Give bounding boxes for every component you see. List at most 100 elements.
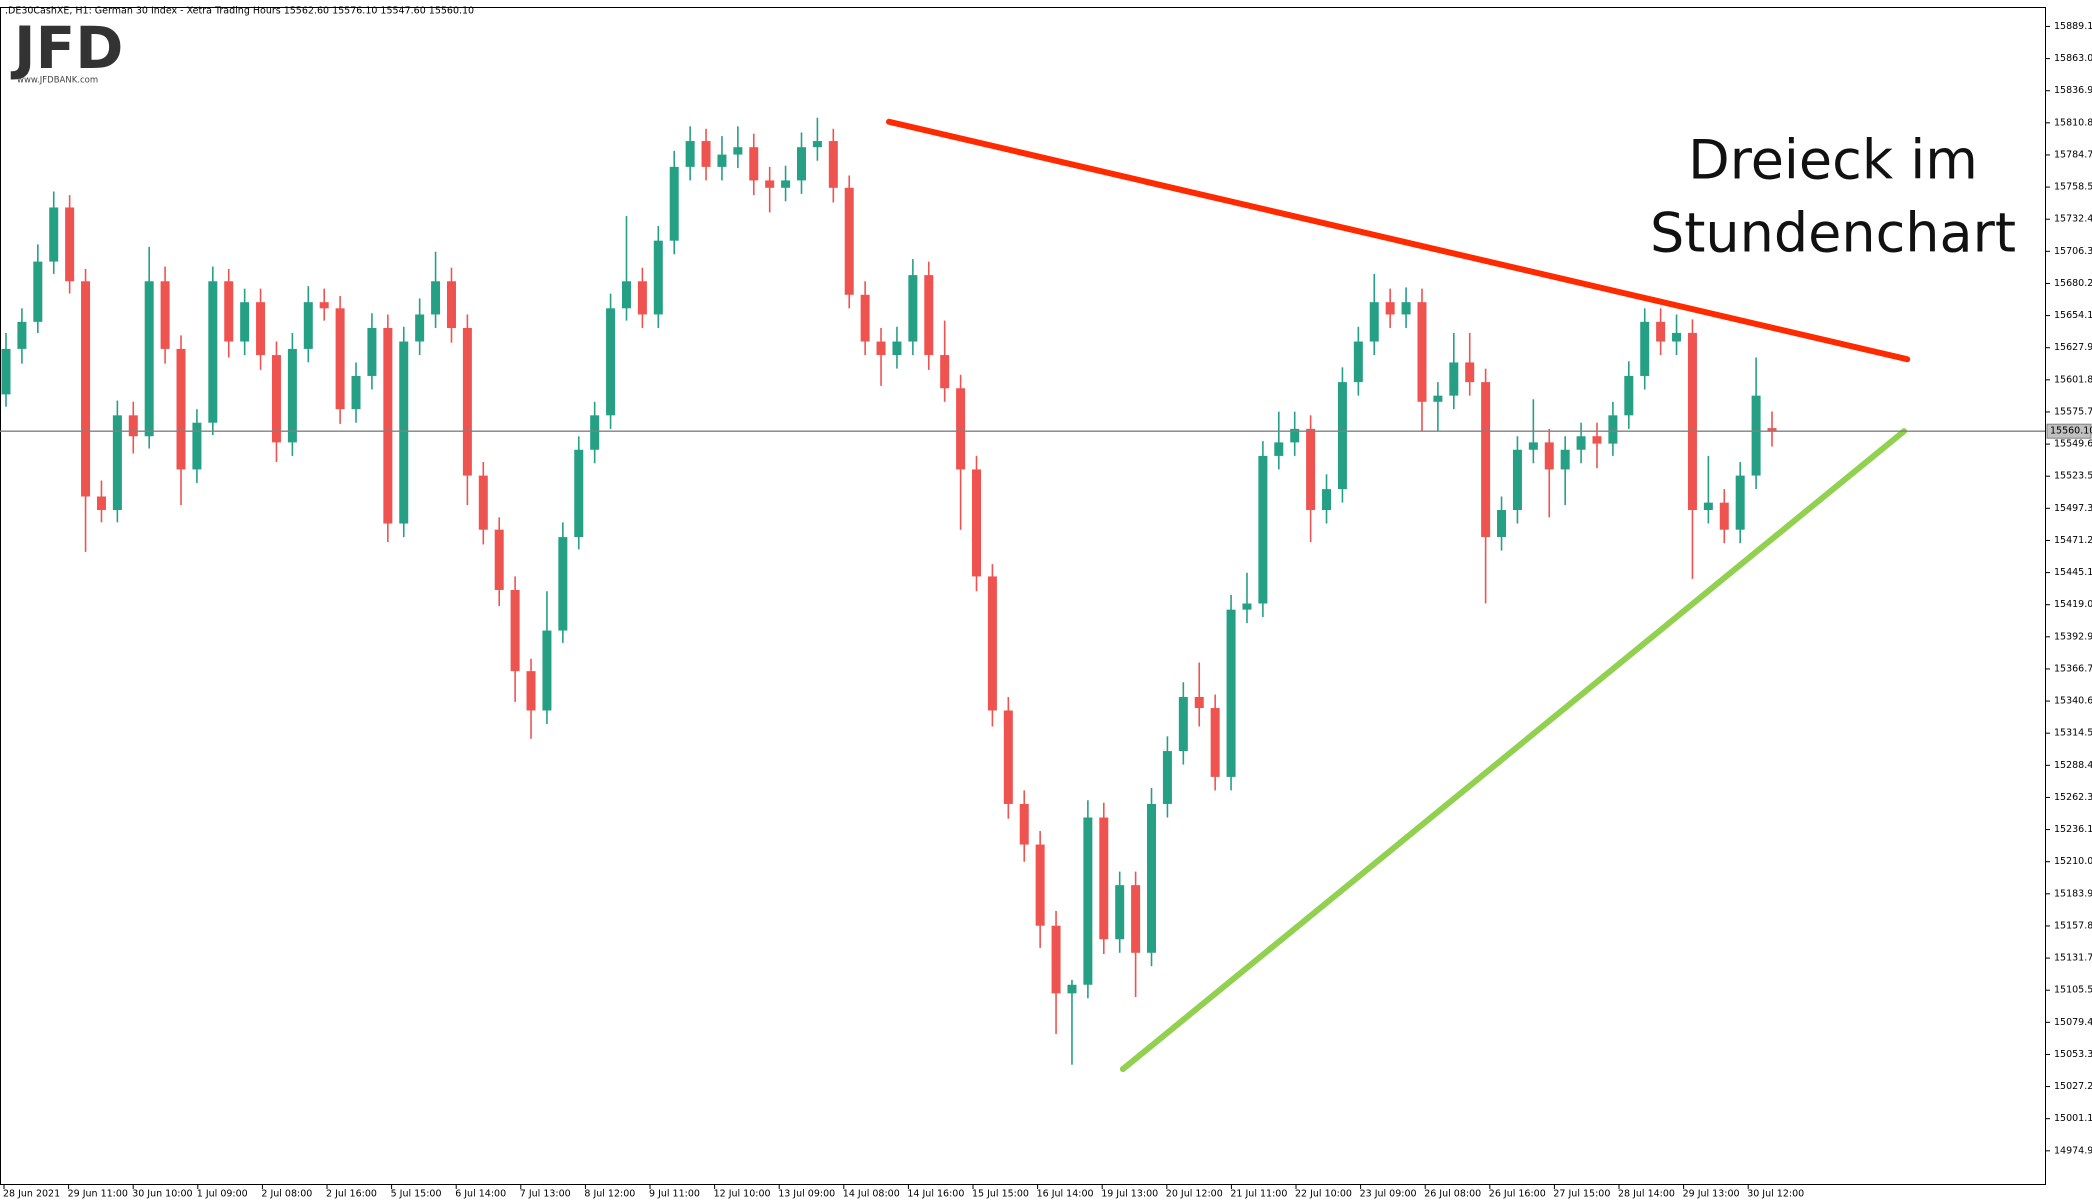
candle-body <box>924 275 934 356</box>
x-tick-label: 16 Jul 14:00 <box>1037 1189 1094 1200</box>
x-tick-label: 1 Jul 09:00 <box>197 1189 248 1200</box>
candle-body <box>1672 332 1682 342</box>
candle-body <box>65 207 75 282</box>
candle-body <box>1003 710 1013 804</box>
candle-body <box>1306 428 1316 511</box>
candle-body <box>1337 382 1347 490</box>
candle-body <box>1353 341 1363 383</box>
candle-body <box>1417 302 1427 402</box>
candle-body <box>1290 428 1300 443</box>
x-tick-label: 26 Jul 08:00 <box>1424 1189 1481 1200</box>
candle-body <box>478 475 488 530</box>
current-price-box <box>2046 423 2092 439</box>
x-tick-label: 13 Jul 09:00 <box>778 1189 835 1200</box>
candle-body <box>176 348 186 470</box>
candle-body <box>1385 302 1395 315</box>
candle-body <box>1067 984 1077 994</box>
y-tick-label: 15889.18 <box>2054 21 2092 32</box>
candle-body <box>1162 751 1172 804</box>
candle-body <box>240 302 250 342</box>
y-tick-label: 15262.30 <box>2054 792 2092 803</box>
candle-body <box>606 308 616 416</box>
candle-body <box>590 415 600 450</box>
y-tick-label: 15392.90 <box>2054 631 2092 642</box>
x-tick-label: 5 Jul 15:00 <box>391 1189 442 1200</box>
y-tick-label: 15210.06 <box>2054 856 2092 867</box>
marks <box>1 117 1911 1073</box>
y-tick-label: 15053.34 <box>2054 1049 2092 1060</box>
x-tick-label: 30 Jun 10:00 <box>132 1189 192 1200</box>
candle-body <box>383 328 393 524</box>
candle-body <box>367 328 377 376</box>
candle-body <box>1242 603 1252 610</box>
candle-body <box>446 281 456 328</box>
x-tick-label: 8 Jul 12:00 <box>584 1189 635 1200</box>
candle-body <box>892 341 902 356</box>
y-tick-label: 15340.66 <box>2054 696 2092 707</box>
y-tick-label: 15654.10 <box>2054 310 2092 321</box>
annotation: Dreieck im <box>1688 129 1978 192</box>
candle-body <box>717 154 727 167</box>
candle-body <box>987 576 997 711</box>
candle-body <box>1719 502 1729 530</box>
candle-body <box>319 302 329 309</box>
candle-body <box>1210 708 1220 777</box>
candle-body <box>1258 455 1268 604</box>
candle-body <box>1656 321 1666 342</box>
x-tick-label: 2 Jul 16:00 <box>326 1189 377 1200</box>
candle-body <box>956 388 966 470</box>
y-tick-label: 14974.98 <box>2054 1145 2092 1156</box>
x-tick-label: 14 Jul 08:00 <box>843 1189 900 1200</box>
candle-body <box>733 147 743 155</box>
y-tick-label: 15732.46 <box>2054 214 2092 225</box>
x-tick-label: 23 Jul 09:00 <box>1360 1189 1417 1200</box>
x-tick-label: 29 Jul 13:00 <box>1683 1189 1740 1200</box>
candle-body <box>287 348 297 443</box>
x-tick-label: 28 Jul 14:00 <box>1618 1189 1675 1200</box>
trendline <box>1119 428 1908 1073</box>
candle-body <box>1512 449 1522 511</box>
candle-body <box>1703 502 1713 511</box>
y-tick-label: 15706.34 <box>2054 246 2092 257</box>
y-tick-label: 15419.02 <box>2054 599 2092 610</box>
candle-body <box>1083 817 1093 985</box>
candle-body <box>669 166 679 241</box>
candle-body <box>160 281 170 349</box>
y-tick-label: 15183.94 <box>2054 888 2092 899</box>
x-tick-label: 14 Jul 16:00 <box>907 1189 964 1200</box>
candle-body <box>303 302 313 349</box>
y-tick-label: 15575.74 <box>2054 406 2092 417</box>
y-tick-label: 15366.78 <box>2054 663 2092 674</box>
candle-body <box>1608 415 1618 444</box>
y-tick-label: 15680.22 <box>2054 278 2092 289</box>
candle-body <box>462 328 472 476</box>
y-tick-label: 15627.98 <box>2054 342 2092 353</box>
candle-body <box>1099 817 1109 940</box>
candle-body <box>1735 475 1745 530</box>
x-tick-label: 27 Jul 15:00 <box>1553 1189 1610 1200</box>
candle-body <box>860 294 870 342</box>
x-tick-label: 30 Jul 12:00 <box>1747 1189 1804 1200</box>
candle-body <box>542 630 552 711</box>
symbol-header: .DE30CashXE, H1: German 30 Index - Xetra… <box>5 6 474 17</box>
candle-body <box>431 281 441 315</box>
candle-body <box>1019 803 1029 845</box>
x-tick-label: 9 Jul 11:00 <box>649 1189 700 1200</box>
candle-body <box>796 147 806 181</box>
y-tick-label: 15471.26 <box>2054 535 2092 546</box>
candle-body <box>558 537 568 631</box>
candle-body <box>1624 375 1634 416</box>
candle-body <box>1433 395 1443 402</box>
candle-body <box>972 469 982 577</box>
candle-body <box>653 240 663 315</box>
candle-body <box>144 281 154 437</box>
candle-body <box>812 141 822 148</box>
candle-body <box>1274 442 1284 456</box>
x-tick-label: 29 Jun 11:00 <box>68 1189 128 1200</box>
x-tick-label: 22 Jul 10:00 <box>1295 1189 1352 1200</box>
candle-body <box>1592 436 1602 444</box>
candle-body <box>1322 489 1332 511</box>
x-tick-label: 19 Jul 13:00 <box>1101 1189 1158 1200</box>
